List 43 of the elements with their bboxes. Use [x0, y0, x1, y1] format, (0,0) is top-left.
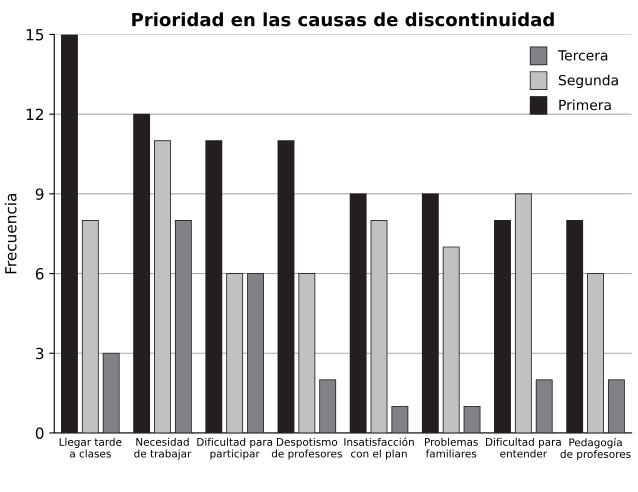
y-tick-label: 9 [36, 188, 44, 200]
bar [442, 246, 460, 433]
bar [205, 140, 222, 433]
bar [154, 140, 171, 433]
y-tick-label: 12 [26, 108, 43, 120]
bar [566, 220, 584, 433]
bar [319, 379, 336, 433]
x-tick-label: Insatisfacción con el plan [344, 437, 414, 460]
bar [422, 193, 439, 433]
legend-label: Primera [559, 99, 611, 110]
bar [514, 193, 532, 433]
y-tick-label: 0 [36, 427, 44, 439]
bar [464, 406, 480, 433]
x-tick-label: Pedagogía de profesores [560, 438, 631, 460]
bar [247, 273, 264, 433]
x-tick-label: Necesidad de trabajar [134, 438, 192, 460]
bar [391, 406, 408, 433]
bar [536, 379, 553, 433]
x-tick-label: Dificultad para participar [197, 438, 272, 460]
x-tick-label: Problemas familiares [425, 438, 478, 458]
x-tick-label: Dificultad para entender [486, 438, 561, 458]
y-tick-label: 6 [36, 268, 44, 280]
x-tick-label: Despotismo de profesores [272, 438, 342, 460]
bar [82, 220, 99, 433]
legend-label: Segunda [558, 74, 618, 88]
bar [174, 220, 192, 433]
y-axis-title: Frecuencia [4, 194, 17, 274]
bar [298, 273, 316, 433]
x-tick-label: Llegar tarde a clases [60, 438, 122, 458]
bar [370, 220, 388, 433]
bar [102, 352, 120, 433]
legend-label: Tercera [558, 50, 608, 61]
chart-title: Prioridad en las causas de discontinuidad [132, 12, 554, 26]
bar [587, 273, 604, 433]
y-tick-label: 15 [26, 29, 44, 40]
bar [61, 34, 78, 433]
y-tick-label: 3 [36, 348, 44, 360]
bar [133, 114, 150, 433]
bar [350, 193, 367, 433]
bar [226, 273, 244, 433]
bar [278, 140, 294, 433]
bar [608, 379, 625, 433]
bar [494, 220, 511, 433]
